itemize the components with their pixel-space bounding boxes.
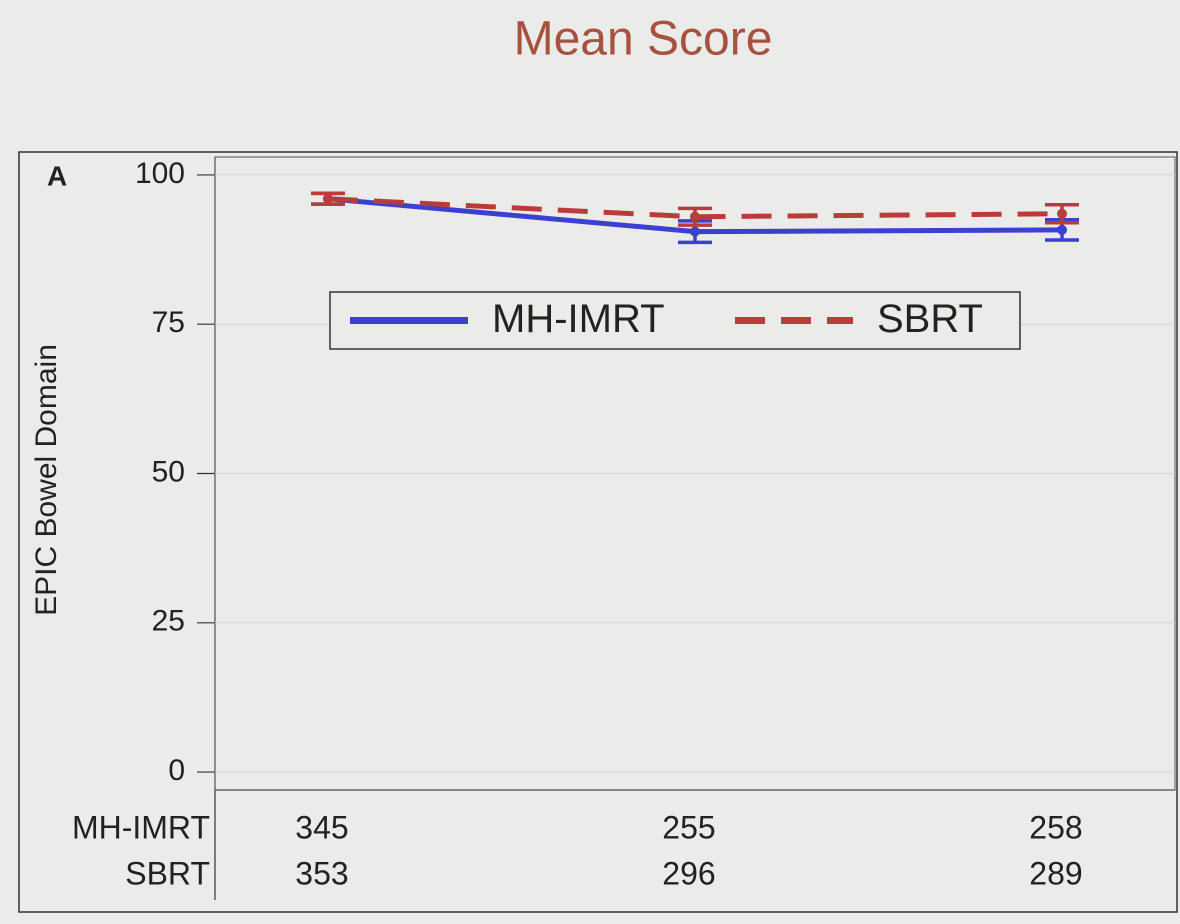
- legend-label: MH-IMRT: [492, 297, 665, 341]
- at-risk-label: SBRT: [125, 855, 210, 891]
- point: [690, 226, 700, 237]
- series-line: [327, 196, 1063, 220]
- at-risk-value: 296: [662, 855, 715, 891]
- at-risk-value: 258: [1029, 809, 1082, 845]
- at-risk-value: 289: [1029, 855, 1082, 891]
- panel-label: A: [47, 160, 67, 191]
- y-tick-label: 0: [168, 754, 185, 787]
- chart-title: Mean Score: [514, 13, 773, 66]
- y-axis-label: EPIC Bowel Domain: [30, 344, 63, 616]
- at-risk-value: 345: [295, 809, 348, 845]
- y-tick-label: 100: [135, 157, 185, 190]
- at-risk-value: 353: [295, 855, 348, 891]
- y-tick-label: 50: [152, 455, 185, 488]
- legend-label: SBRT: [877, 297, 983, 341]
- y-tick-label: 75: [152, 306, 185, 339]
- at-risk-label: MH-IMRT: [72, 809, 210, 845]
- point: [1057, 208, 1067, 219]
- point: [1057, 224, 1067, 235]
- at-risk-value: 255: [662, 809, 715, 845]
- y-tick-label: 25: [152, 605, 185, 638]
- frame: [18, 151, 1178, 913]
- point: [323, 193, 333, 204]
- point: [690, 211, 700, 222]
